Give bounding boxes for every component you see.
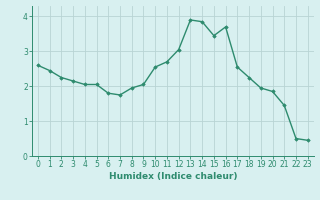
X-axis label: Humidex (Indice chaleur): Humidex (Indice chaleur) <box>108 172 237 181</box>
